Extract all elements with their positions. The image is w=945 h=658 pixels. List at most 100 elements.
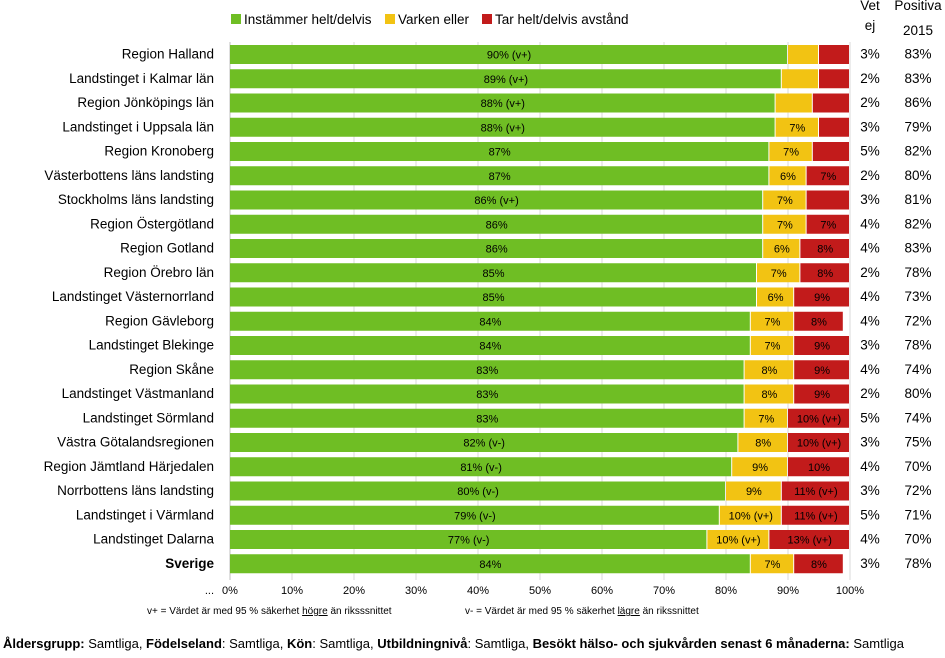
bar-value-label: 83% [476,413,498,425]
row-label: Region Östergötland [90,216,214,231]
bar-value-label: 8% [811,316,827,328]
stacked-bar-chart: Instämmer helt/delvis Varken eller Tar hel… [44,0,942,617]
bar-value-label: 84% [479,316,501,328]
vet-ej-value: 4% [860,459,880,474]
bar-segment [788,433,849,452]
bar-segment [800,263,849,283]
positiva-2015-value: 73% [904,289,931,304]
x-tick-label: 60% [591,585,613,597]
footer-key: Besökt hälso- och sjukvården senast 6 må… [532,636,850,651]
bar-value-label: 84% [479,341,501,353]
bar-value-label: 83% [476,389,498,401]
bar-segment [794,311,843,331]
bar-value-label: 7% [820,219,836,231]
bar-segment [812,93,849,113]
row-label: Landstinget Blekinge [89,338,214,353]
bar-segment [769,166,806,186]
vet-ej-value: 4% [860,313,880,328]
bar-value-label: 6% [774,244,790,256]
bar-value-label: 8% [755,438,771,450]
row-label: Landstinget Västmanland [62,386,214,401]
bar-segment [750,336,794,355]
row-label: Landstinget i Kalmar län [69,71,214,86]
bar-segment [800,239,849,258]
bar-value-label: 86% [486,219,508,231]
note-vplus: v+ = Värdet är med 95 % säkerhet högre ä… [147,606,392,617]
bar-segment [744,384,794,404]
positiva-2015-value: 83% [904,47,931,62]
bar-segment [230,45,787,64]
bar-value-label: 7% [777,219,793,231]
bar-value-label: 89% (v+) [484,74,528,86]
row-label: Region Gävleborg [105,313,214,328]
bar-segment [794,384,849,404]
bar-segment [819,45,849,64]
bar-segment [794,360,849,380]
bar-value-label: 7% [758,413,774,425]
bar-value-label: 9% [814,365,830,377]
bar-value-label: 87% [489,147,511,159]
vet-ej-value: 3% [860,47,880,62]
bar-value-label: 7% [783,147,799,159]
bar-value-label: 9% [814,292,830,304]
bar-segment [732,457,787,477]
bar-segment [763,239,800,258]
row-label: Landstinget Dalarna [93,532,214,547]
positiva-2015-value: 81% [904,192,931,207]
header-vet-ej: ej [865,18,876,33]
legend-label: Tar helt/delvis avstånd [495,12,629,27]
bar-segment [794,287,849,307]
bar-segment [788,408,849,428]
bar-value-label: 7% [789,122,805,134]
vet-ej-value: 2% [860,265,880,280]
bar-segment [812,142,849,161]
x-tick-label: 20% [343,585,365,597]
x-tick-label: 30% [405,585,427,597]
bar-value-label: 7% [765,559,781,571]
vet-ej-value: 3% [860,338,880,353]
bar-segment [230,190,763,210]
positiva-2015-value: 83% [904,71,931,86]
positiva-2015-value: 82% [904,216,931,231]
bar-value-label: 6% [780,171,796,183]
bar-segment [775,117,818,137]
bar-value-label: 10% (v+) [797,413,841,425]
bar-value-label: 80% (v-) [457,486,499,498]
x-tick-label: 90% [777,585,799,597]
bar-value-label: 84% [479,559,501,571]
filter-footer: Åldersgrupp: Samtliga, Födelseland: Samt… [3,636,904,651]
bar-segment [230,384,744,404]
bar-value-label: 10% (v+) [716,535,760,547]
positiva-2015-value: 74% [904,362,931,377]
bar-segment [775,93,812,113]
bar-value-label: 90% (v+) [487,50,531,62]
row-label: Stockholms läns landsting [58,192,214,207]
bar-segment [744,408,787,428]
header-positiva: Positiva [894,0,942,13]
positiva-2015-value: 82% [904,144,931,159]
bar-segment [794,336,849,355]
row-label: Region Skåne [129,362,214,377]
note-vminus: v- = Värdet är med 95 % säkerhet lägre ä… [465,606,699,617]
bar-value-label: 87% [489,171,511,183]
header-vet-ej: Vet [860,0,880,13]
bar-value-label: 11% (v+) [794,510,838,522]
bar-segment [769,530,849,549]
vet-ej-value: 4% [860,532,880,547]
bar-value-label: 8% [811,559,827,571]
legend-swatch [482,14,492,24]
vet-ej-value: 3% [860,119,880,134]
bar-value-label: 85% [482,292,504,304]
vet-ej-value: 4% [860,289,880,304]
positiva-2015-value: 83% [904,241,931,256]
x-tick-label: 50% [529,585,551,597]
bar-segment [769,142,812,161]
bar-segment [230,214,763,234]
bar-value-label: 7% [771,268,787,280]
vet-ej-value: 5% [860,410,880,425]
footer-key: Åldersgrupp: [3,636,85,651]
bar-segment [757,263,800,283]
bar-segment [230,263,756,283]
bar-value-label: 81% (v-) [460,462,502,474]
positiva-2015-value: 72% [904,313,931,328]
